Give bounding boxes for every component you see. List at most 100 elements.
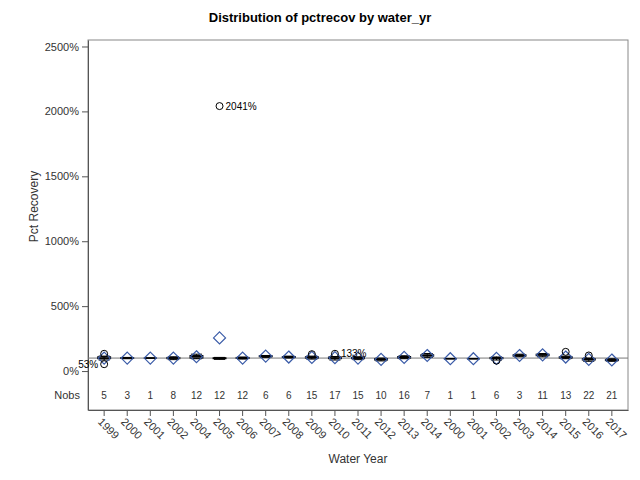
x-tick: 2000 [119,410,145,441]
median [236,357,249,359]
x-tick-label: 2002 [165,416,191,442]
box [421,349,434,361]
mean-marker [237,352,249,364]
box-body [236,357,249,358]
median [536,354,549,356]
box-body [513,355,526,356]
chart: 0%500%1000%1500%2000%2500%19992000200120… [0,0,640,480]
box [467,353,480,365]
box [559,348,572,363]
median [190,356,203,358]
x-tick-label: 2007 [257,416,283,442]
nobs-value: 3 [517,390,523,401]
box [605,354,618,366]
annotation: 133% [341,348,367,359]
mean-marker [283,351,295,363]
nobs-value: 6 [286,390,292,401]
box [236,352,249,364]
median [398,357,411,359]
nobs-value: 12 [237,390,249,401]
nobs-value: 7 [424,390,430,401]
x-tick-label: 2017 [603,416,629,442]
x-tick-label: 2006 [234,416,260,442]
median [513,355,526,357]
box [121,352,134,364]
nobs-value: 15 [352,390,364,401]
box-body [444,358,457,359]
y-tick-mark [82,371,88,372]
whisker-cap-high [283,356,294,357]
y-tick-mark [82,46,88,47]
outlier [493,357,500,364]
nobs-value: 21 [606,390,618,401]
x-tick-label: 2000 [119,416,145,442]
median [282,356,295,358]
x-tick: 2006 [234,410,260,441]
x-tick-label: 2003 [511,416,537,442]
x-tick-label: 2010 [327,416,353,442]
annotation: 53% [78,359,98,370]
box [513,349,526,361]
box [282,351,295,363]
mean-marker [537,349,549,361]
outlier [562,348,569,355]
box [305,351,318,364]
median [213,358,226,360]
median [467,358,480,360]
x-tick: 2010 [327,410,353,441]
y-tick: 2500% [45,41,88,53]
y-tick-mark [82,306,88,307]
x-tick: 2002 [488,410,514,441]
whisker-cap-high [445,358,456,359]
box [167,352,180,364]
x-tick: 2009 [303,410,329,441]
nobs-value: 6 [494,390,500,401]
mean-marker [214,332,226,344]
y-tick-label: 500% [51,300,79,312]
x-tick-label: 2014 [419,416,445,442]
outlier [216,103,223,110]
x-tick-label: 1999 [96,416,122,442]
nobs-value: 5 [101,390,107,401]
y-tick-mark [82,176,88,177]
whisker-cap-low [122,358,133,359]
nobs-value: 17 [329,390,341,401]
median [444,358,457,360]
x-tick: 2003 [511,410,537,441]
x-tick-label: 2015 [557,416,583,442]
x-tick: 2011 [350,410,375,441]
x-tick: 2015 [557,410,583,441]
median [605,359,618,361]
box [582,352,595,365]
x-tick-label: 2000 [442,416,468,442]
box [375,353,388,365]
x-tick-label: 2005 [211,416,237,442]
nobs-value: 12 [214,390,226,401]
x-tick: 2017 [603,410,629,441]
outlier [101,361,108,368]
whisker-cap-high [214,357,225,358]
whisker-cap-high [260,355,271,356]
x-tick-label: 2013 [396,416,422,442]
x-tick: 2001 [142,410,168,441]
y-tick: 1500% [45,170,88,182]
mean-marker [467,353,479,365]
nobs-value: 11 [537,390,548,401]
x-tick: 2014 [534,410,560,441]
mean-marker [490,352,502,364]
nobs-value: 3 [124,390,130,401]
y-tick: 500% [51,300,88,312]
mean-marker [260,350,272,362]
box [213,103,226,360]
box-body [467,358,480,359]
box-body [421,355,434,356]
median [144,357,157,359]
y-tick: 2000% [45,105,88,117]
box [328,350,341,363]
mean-marker [375,353,387,365]
y-axis-line [88,41,89,411]
mean-marker [444,353,456,365]
x-tick: 2000 [442,410,468,441]
median [259,355,272,357]
x-tick-label: 2001 [465,416,491,442]
